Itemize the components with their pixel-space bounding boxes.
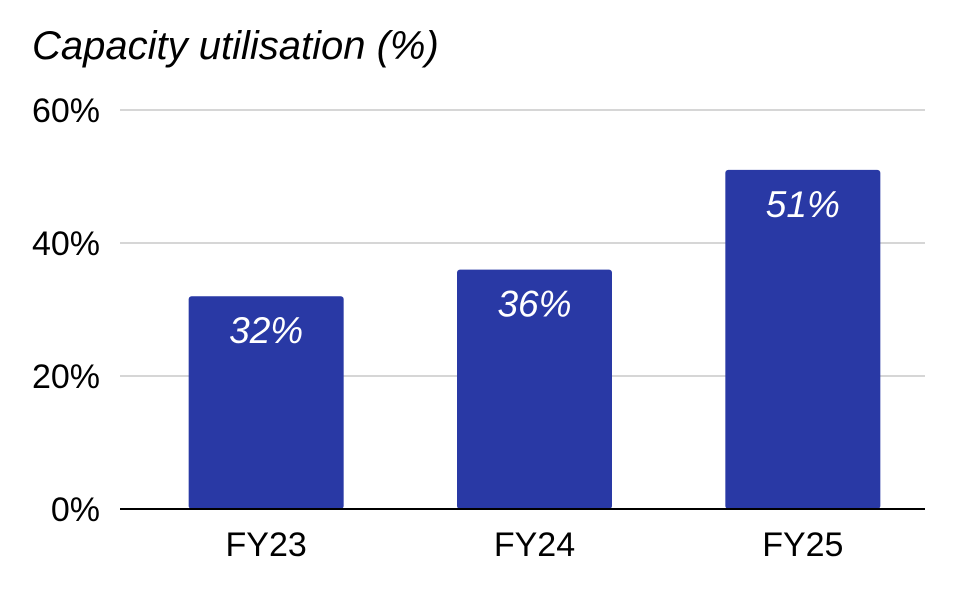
y-tick-label: 0% xyxy=(51,491,100,529)
y-tick-label: 40% xyxy=(32,225,100,263)
y-tick-label: 20% xyxy=(32,358,100,396)
bar xyxy=(188,296,344,509)
data-label: 51% xyxy=(766,184,840,225)
x-tick-label: FY24 xyxy=(494,526,575,564)
bar xyxy=(725,169,881,509)
y-tick-label: 60% xyxy=(32,92,100,130)
x-tick-label: FY23 xyxy=(226,526,307,564)
data-label: 32% xyxy=(229,310,303,351)
bar xyxy=(457,269,612,509)
chart-title: Capacity utilisation (%) xyxy=(32,24,439,68)
x-tick-label: FY25 xyxy=(762,526,843,564)
data-label: 36% xyxy=(497,284,571,325)
